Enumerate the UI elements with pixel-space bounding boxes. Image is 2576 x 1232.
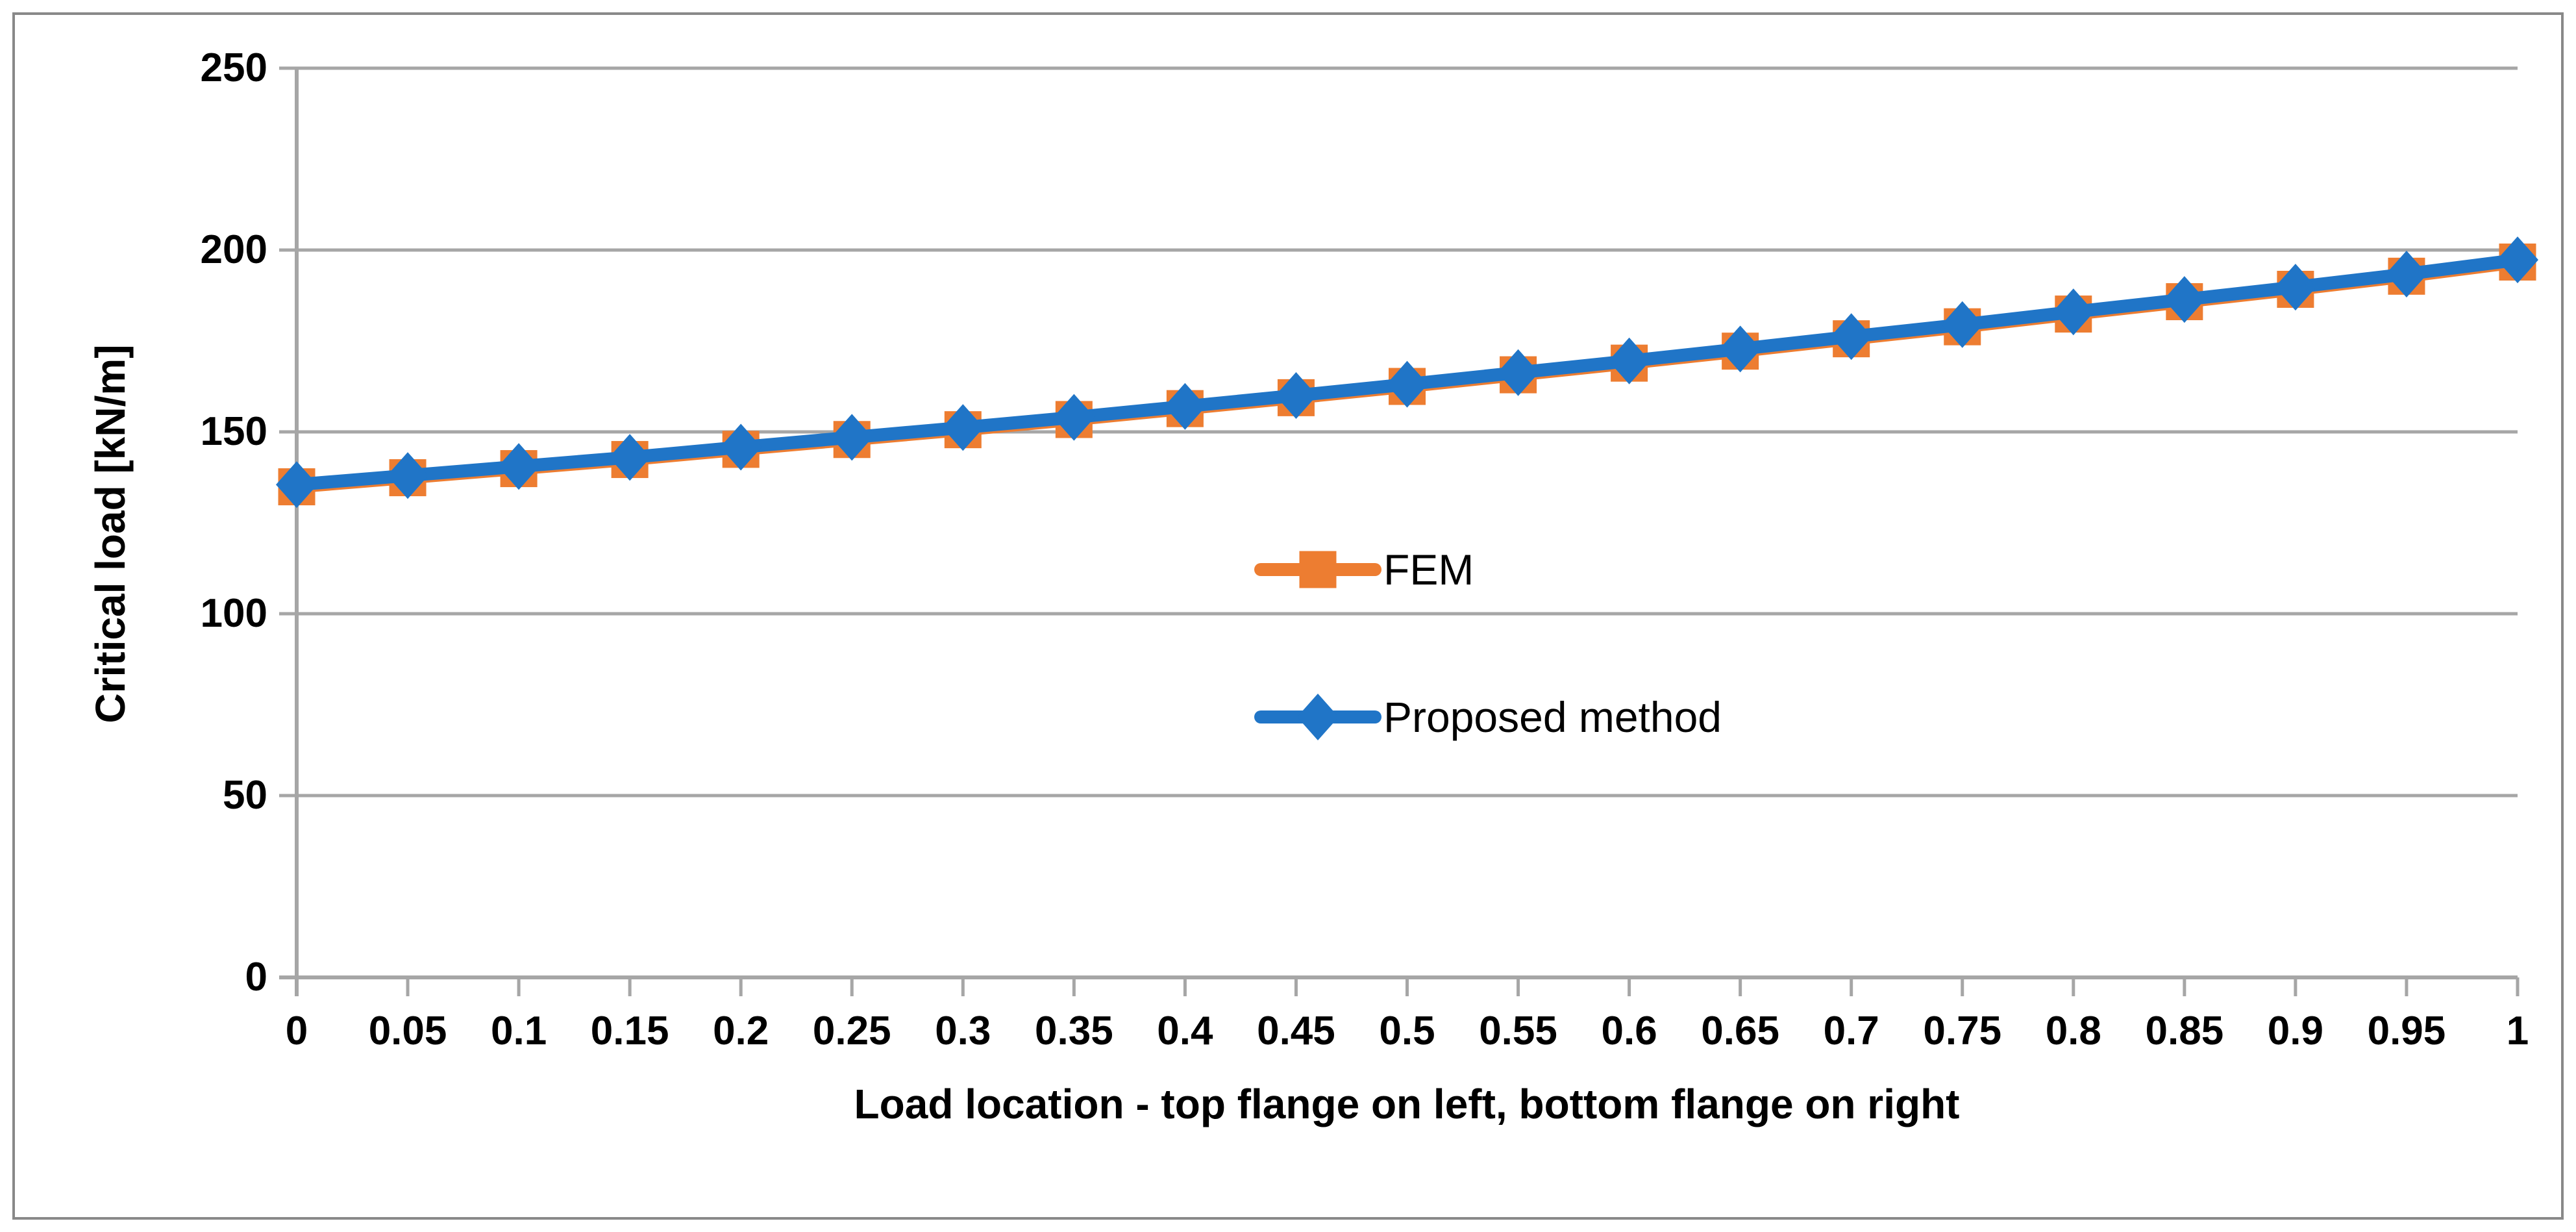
- proposed-diamond-marker-7: [1053, 394, 1095, 441]
- proposed-diamond-marker-14: [1830, 313, 1872, 360]
- y-tick-label-50: 50: [223, 773, 267, 818]
- y-tick-label-0: 0: [245, 955, 267, 999]
- x-tick-label-0.2: 0.2: [713, 1009, 769, 1053]
- proposed-diamond-marker-0: [276, 461, 317, 509]
- x-tick-label-0.7: 0.7: [1823, 1009, 1879, 1053]
- proposed-diamond-marker-6: [942, 404, 984, 451]
- proposed-diamond-marker-15: [1941, 301, 1983, 348]
- x-tick-label-0.55: 0.55: [1479, 1009, 1557, 1053]
- legend-sample-marker-fem: [1299, 551, 1337, 588]
- chart-border: [12, 12, 2564, 1220]
- x-tick-label-0.95: 0.95: [2367, 1009, 2446, 1053]
- y-tick-label-100: 100: [200, 591, 267, 636]
- x-tick-label-0.15: 0.15: [590, 1009, 669, 1053]
- x-tick-label-0.85: 0.85: [2145, 1009, 2224, 1053]
- x-axis-title: Load location - top flange on left, bott…: [854, 1081, 1960, 1127]
- series-group: [276, 236, 2538, 509]
- x-tick-label-0.9: 0.9: [2267, 1009, 2323, 1053]
- series-proposed-method: [276, 236, 2538, 509]
- x-tick-label-0.5: 0.5: [1379, 1009, 1435, 1053]
- proposed-diamond-marker-18: [2274, 264, 2316, 311]
- proposed-diamond-marker-16: [2052, 288, 2094, 336]
- proposed-method-markers: [276, 236, 2538, 509]
- legend-label-proposed-method: Proposed method: [1383, 693, 1722, 741]
- x-tick-label-0.6: 0.6: [1601, 1009, 1657, 1053]
- x-tick-label-0.4: 0.4: [1157, 1009, 1213, 1053]
- x-tick-label-1: 1: [2506, 1009, 2529, 1053]
- legend-samples-group: [1254, 551, 1381, 740]
- proposed-diamond-marker-12: [1608, 337, 1650, 384]
- proposed-diamond-marker-5: [831, 414, 873, 461]
- proposed-diamond-marker-1: [387, 452, 429, 499]
- x-tick-label-0.25: 0.25: [812, 1009, 891, 1053]
- y-axis-title: Critical load [kN/m]: [87, 344, 134, 723]
- x-tick-label-0.65: 0.65: [1701, 1009, 1779, 1053]
- proposed-diamond-marker-11: [1497, 349, 1539, 396]
- x-tick-label-0.8: 0.8: [2045, 1009, 2101, 1053]
- x-tick-label-0.35: 0.35: [1035, 1009, 1113, 1053]
- axes-group: [279, 66, 2520, 996]
- proposed-diamond-marker-10: [1386, 360, 1428, 408]
- legend-sample-marker-proposed-method: [1297, 694, 1339, 740]
- proposed-diamond-marker-3: [609, 434, 651, 481]
- x-tick-label-0: 0: [285, 1009, 308, 1053]
- x-tick-label-0.45: 0.45: [1257, 1009, 1335, 1053]
- proposed-diamond-marker-4: [720, 423, 762, 471]
- proposed-diamond-marker-2: [498, 443, 540, 490]
- x-tick-label-0.3: 0.3: [935, 1009, 991, 1053]
- proposed-diamond-marker-13: [1719, 325, 1761, 373]
- proposed-diamond-marker-8: [1164, 383, 1206, 430]
- y-tick-label-250: 250: [200, 45, 267, 90]
- legend-label-fem: FEM: [1383, 546, 1474, 594]
- proposed-diamond-marker-19: [2385, 250, 2427, 297]
- x-tick-label-0.1: 0.1: [490, 1009, 547, 1053]
- x-tick-label-0.05: 0.05: [368, 1009, 447, 1053]
- proposed-diamond-marker-9: [1275, 372, 1317, 419]
- y-tick-label-150: 150: [200, 409, 267, 454]
- y-tick-label-200: 200: [200, 227, 267, 272]
- proposed-diamond-marker-17: [2163, 276, 2205, 323]
- proposed-diamond-marker-20: [2497, 236, 2538, 284]
- x-tick-label-0.75: 0.75: [1923, 1009, 2002, 1053]
- gridlines-group: [297, 66, 2518, 979]
